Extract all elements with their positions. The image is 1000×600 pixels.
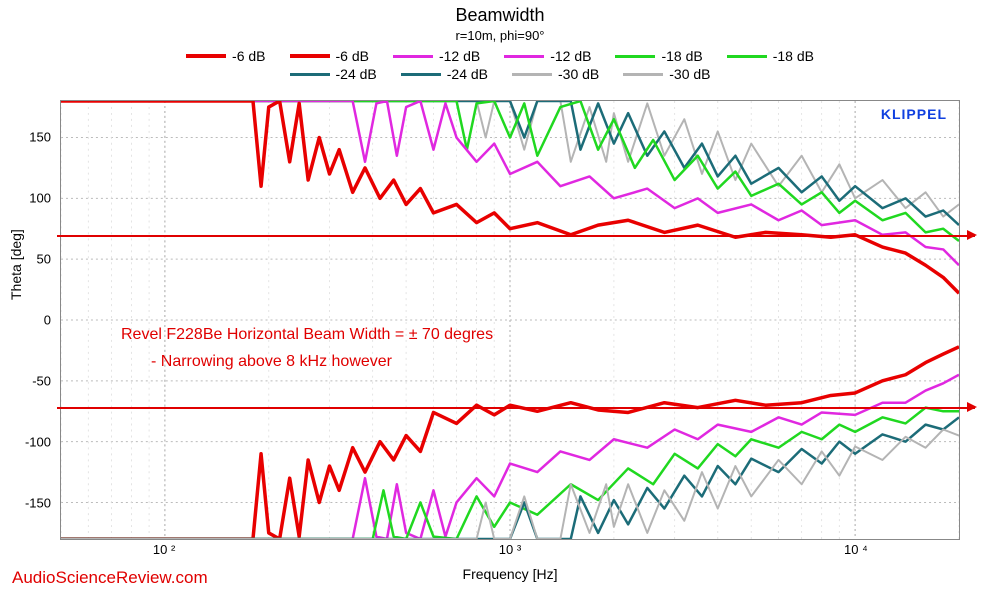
legend-item: -18 dB [727, 48, 814, 64]
legend-item: -24 dB [290, 66, 377, 82]
legend-item: -6 dB [290, 48, 369, 64]
chart-title: Beamwidth [0, 5, 1000, 26]
legend-item: -30 dB [512, 66, 599, 82]
legend-item: -30 dB [623, 66, 710, 82]
plot-svg [61, 101, 959, 539]
legend: -6 dB -6 dB -12 dB -12 dB -18 dB -18 dB -24 dB… [0, 48, 1000, 84]
plot-area: KLIPPEL Revel F228Be Horizontal Beam Wid… [60, 100, 960, 540]
source-watermark: AudioScienceReview.com [12, 568, 208, 588]
x-ticks: 10 ²10 ³10 ⁴ [60, 542, 960, 562]
chart-subtitle: r=10m, phi=90° [0, 28, 1000, 43]
legend-item: -24 dB [401, 66, 488, 82]
klippel-logo: KLIPPEL [881, 106, 947, 122]
series--30-dB-upper [61, 101, 959, 217]
annotation-line-1: Revel F228Be Horizontal Beam Width = ± 7… [121, 326, 493, 344]
legend-item: -6 dB [186, 48, 265, 64]
annotation-line-2: - Narrowing above 8 kHz however [151, 353, 392, 371]
legend-item: -12 dB [393, 48, 480, 64]
y-ticks: -150-100-50050100150 [0, 100, 55, 540]
legend-item: -18 dB [615, 48, 702, 64]
legend-item: -12 dB [504, 48, 591, 64]
